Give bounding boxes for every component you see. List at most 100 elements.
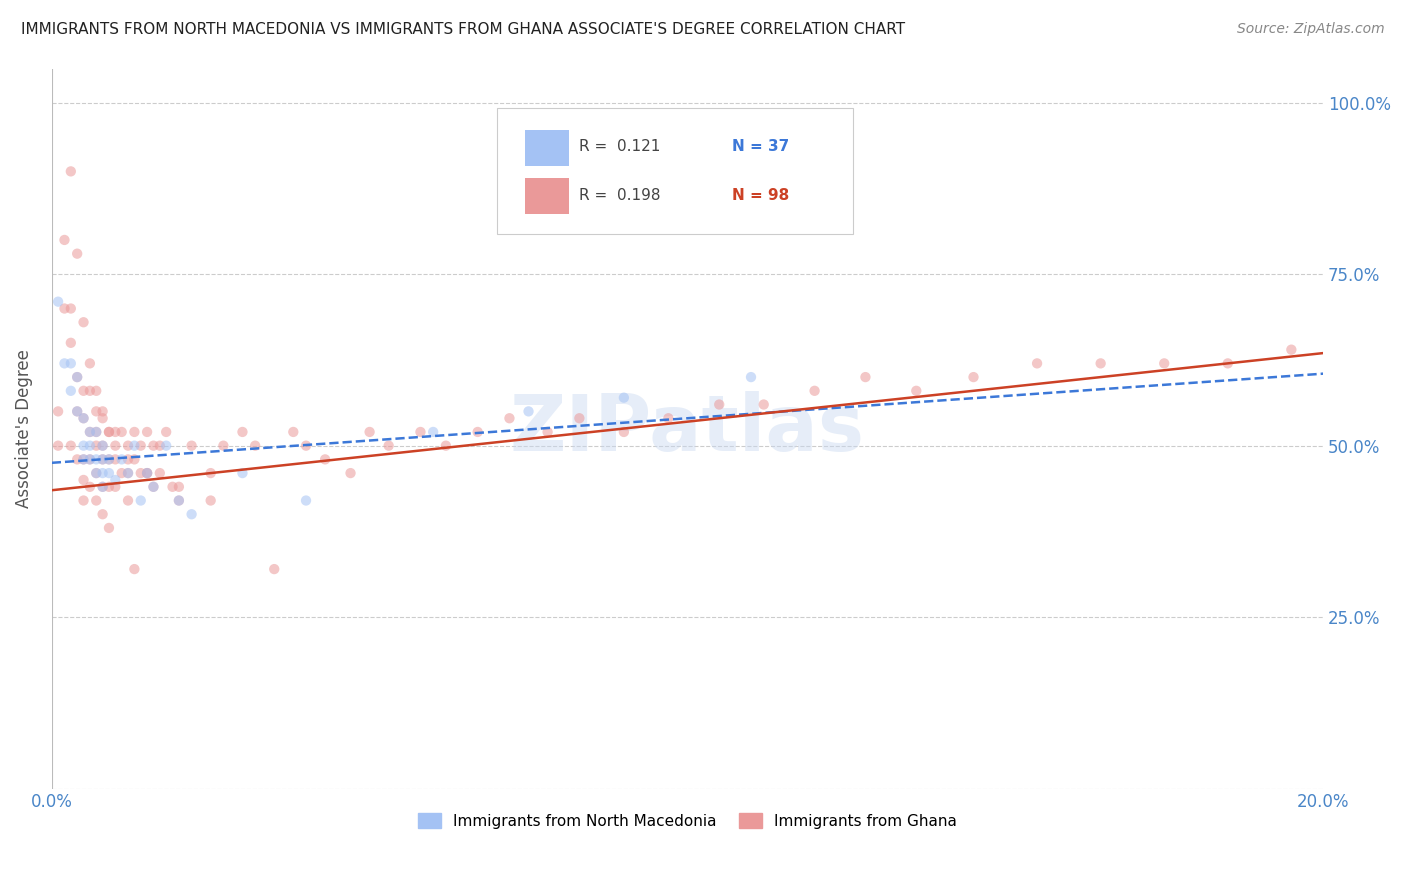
FancyBboxPatch shape — [496, 108, 852, 234]
Point — [142, 439, 165, 453]
Point — [142, 480, 165, 494]
Point — [72, 411, 94, 425]
Point — [84, 425, 107, 439]
Point — [91, 480, 114, 494]
Point — [314, 452, 336, 467]
Text: ZIPatlas: ZIPatlas — [510, 391, 865, 467]
Point — [91, 480, 114, 494]
Point — [111, 466, 134, 480]
Point — [536, 425, 558, 439]
Text: IMMIGRANTS FROM NORTH MACEDONIA VS IMMIGRANTS FROM GHANA ASSOCIATE'S DEGREE CORR: IMMIGRANTS FROM NORTH MACEDONIA VS IMMIG… — [21, 22, 905, 37]
Point — [84, 384, 107, 398]
Point — [359, 425, 381, 439]
Point — [124, 439, 146, 453]
Point — [155, 439, 177, 453]
Point — [180, 439, 202, 453]
Text: R =  0.198: R = 0.198 — [579, 187, 661, 202]
Bar — [524, 129, 569, 166]
Point — [104, 452, 127, 467]
Point — [111, 425, 134, 439]
Point — [79, 425, 101, 439]
Point — [613, 391, 636, 405]
Point — [1026, 356, 1049, 370]
Point — [59, 439, 82, 453]
Point — [422, 425, 444, 439]
Point — [91, 466, 114, 480]
Point — [97, 452, 120, 467]
Point — [79, 452, 101, 467]
Point — [263, 562, 285, 576]
Point — [72, 439, 94, 453]
Point — [79, 425, 101, 439]
Point — [136, 466, 159, 480]
Point — [905, 384, 928, 398]
Point — [84, 466, 107, 480]
Point — [180, 507, 202, 521]
Point — [104, 425, 127, 439]
Point — [498, 411, 520, 425]
Point — [200, 466, 222, 480]
Point — [295, 439, 318, 453]
Point — [72, 473, 94, 487]
Point — [72, 452, 94, 467]
Point — [129, 466, 152, 480]
Point — [434, 439, 457, 453]
Point — [72, 493, 94, 508]
Point — [129, 439, 152, 453]
Point — [59, 384, 82, 398]
Y-axis label: Associate's Degree: Associate's Degree — [15, 349, 32, 508]
Point — [79, 480, 101, 494]
Point — [84, 452, 107, 467]
Point — [149, 466, 172, 480]
Point — [66, 452, 89, 467]
Point — [231, 425, 253, 439]
Point — [46, 439, 69, 453]
Point — [295, 493, 318, 508]
Point — [53, 233, 76, 247]
Point — [72, 315, 94, 329]
Point — [84, 425, 107, 439]
Point — [59, 301, 82, 316]
Point — [613, 425, 636, 439]
Text: R =  0.121: R = 0.121 — [579, 139, 661, 153]
Point — [79, 384, 101, 398]
Point — [84, 439, 107, 453]
Point — [142, 480, 165, 494]
Legend: Immigrants from North Macedonia, Immigrants from Ghana: Immigrants from North Macedonia, Immigra… — [412, 806, 963, 835]
Point — [231, 466, 253, 480]
Bar — [524, 178, 569, 214]
Point — [53, 356, 76, 370]
Point — [72, 411, 94, 425]
Point — [117, 493, 139, 508]
Point — [66, 370, 89, 384]
Point — [46, 404, 69, 418]
Point — [53, 301, 76, 316]
Point — [111, 452, 134, 467]
Point — [72, 384, 94, 398]
Point — [167, 480, 190, 494]
Point — [1279, 343, 1302, 357]
Point — [91, 439, 114, 453]
Point — [91, 452, 114, 467]
Point — [124, 452, 146, 467]
Point — [66, 404, 89, 418]
Point — [59, 356, 82, 370]
Point — [657, 411, 679, 425]
Text: N = 37: N = 37 — [733, 139, 789, 153]
Text: Source: ZipAtlas.com: Source: ZipAtlas.com — [1237, 22, 1385, 37]
Point — [91, 439, 114, 453]
Point — [66, 370, 89, 384]
Point — [136, 425, 159, 439]
Point — [1090, 356, 1112, 370]
Point — [339, 466, 361, 480]
Point — [117, 439, 139, 453]
Point — [409, 425, 432, 439]
Point — [66, 404, 89, 418]
Point — [855, 370, 877, 384]
Point — [97, 466, 120, 480]
Point — [129, 493, 152, 508]
Point — [212, 439, 235, 453]
Point — [162, 480, 184, 494]
Point — [136, 466, 159, 480]
Point — [149, 439, 172, 453]
